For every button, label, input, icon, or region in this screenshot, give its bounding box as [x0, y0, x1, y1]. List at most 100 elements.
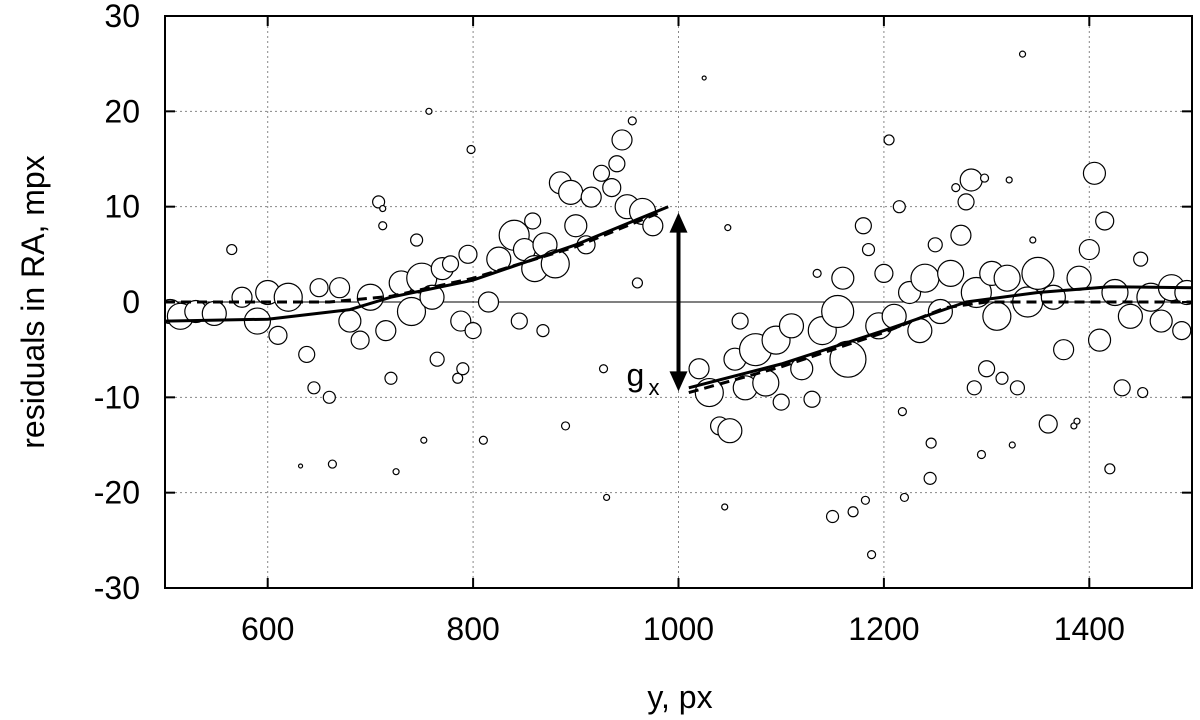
- gap-arrow-head-up: [669, 212, 688, 233]
- y-tick-label: 20: [104, 93, 140, 129]
- data-point: [611, 129, 633, 151]
- data-point: [420, 436, 428, 444]
- data-point: [392, 468, 400, 476]
- data-point: [910, 263, 940, 293]
- data-point: [979, 173, 990, 183]
- data-point: [464, 322, 482, 340]
- data-point: [429, 351, 445, 367]
- data-point: [309, 278, 329, 298]
- data-point: [558, 179, 584, 205]
- data-point: [510, 312, 528, 330]
- gap-label: g: [627, 357, 645, 393]
- data-point: [226, 243, 238, 256]
- data-point: [466, 144, 476, 155]
- data-point: [1009, 380, 1026, 396]
- data-point: [1172, 321, 1192, 341]
- data-point: [603, 493, 611, 502]
- data-point: [1008, 441, 1016, 449]
- data-point: [450, 310, 472, 332]
- data-point: [925, 437, 937, 449]
- data-point: [540, 249, 570, 279]
- data-point: [977, 360, 996, 378]
- data-point: [1040, 284, 1066, 310]
- data-point: [425, 107, 433, 115]
- data-point: [602, 178, 622, 198]
- y-tick-label: 0: [122, 284, 140, 320]
- data-point: [298, 345, 316, 364]
- data-point: [1038, 414, 1058, 434]
- data-point: [536, 324, 550, 338]
- gap-label-subscript: x: [649, 375, 660, 400]
- data-point: [847, 506, 859, 518]
- data-point: [993, 264, 1021, 292]
- data-point: [883, 134, 895, 146]
- data-point: [892, 200, 906, 214]
- x-axis-label: y, px: [647, 679, 712, 715]
- data-point: [1137, 386, 1149, 399]
- data-point: [976, 449, 987, 460]
- data-point: [631, 277, 644, 289]
- y-tick-label: 30: [104, 0, 140, 34]
- data-point: [375, 320, 397, 342]
- data-point: [772, 393, 790, 411]
- data-point: [410, 233, 424, 247]
- data-point: [1021, 256, 1055, 290]
- fit-curves: [165, 205, 1192, 395]
- data-point: [803, 390, 821, 408]
- fit-solid-segment-2: [688, 285, 1192, 390]
- data-point: [995, 371, 1009, 385]
- data-point: [1104, 463, 1116, 475]
- data-point: [1082, 161, 1107, 185]
- data-point: [982, 301, 1012, 331]
- data-point: [379, 204, 387, 213]
- data-point: [231, 286, 253, 308]
- x-tick-label: 600: [241, 611, 294, 647]
- data-point: [478, 435, 488, 445]
- data-point: [874, 263, 894, 283]
- data-point: [1149, 309, 1173, 333]
- x-tick-label: 1400: [1054, 611, 1125, 647]
- data-point: [307, 381, 321, 395]
- data-point: [580, 186, 602, 208]
- data-point: [1117, 303, 1143, 329]
- data-point: [854, 217, 872, 235]
- y-tick-label: -30: [94, 570, 140, 606]
- gap-arrow-head-down: [669, 371, 688, 392]
- data-point: [831, 266, 855, 290]
- data-point: [477, 291, 500, 313]
- data-point: [592, 164, 611, 182]
- y-axis-label: residuals in RA, mpx: [15, 155, 51, 448]
- x-tick-label: 1200: [848, 611, 919, 647]
- data-point: [297, 463, 304, 469]
- data-point: [957, 193, 975, 211]
- data-point: [812, 268, 822, 278]
- data-point: [950, 224, 972, 246]
- data-point: [923, 471, 937, 485]
- fit-solid-segment-1: [165, 205, 669, 323]
- data-point: [1018, 50, 1027, 58]
- data-point: [396, 296, 427, 327]
- data-point: [937, 259, 965, 287]
- data-point: [866, 550, 877, 560]
- x-tick-label: 800: [446, 611, 499, 647]
- data-point: [598, 364, 609, 374]
- data-point: [456, 362, 470, 376]
- data-point: [1078, 238, 1100, 261]
- data-point: [560, 421, 571, 431]
- y-tick-label: -10: [94, 379, 140, 415]
- x-tick-label: 1000: [643, 611, 714, 647]
- y-axis-ticks: -30 -20 -10 0 10 20 30: [94, 0, 1192, 606]
- data-point: [825, 509, 840, 524]
- data-point: [350, 330, 370, 350]
- data-point: [564, 214, 588, 238]
- data-point: [1073, 417, 1081, 425]
- data-point: [327, 459, 338, 469]
- data-point: [897, 407, 907, 417]
- data-point: [721, 503, 729, 511]
- data-point: [731, 312, 749, 330]
- data-point: [322, 390, 336, 404]
- data-point: [861, 242, 876, 257]
- data-point: [688, 358, 710, 380]
